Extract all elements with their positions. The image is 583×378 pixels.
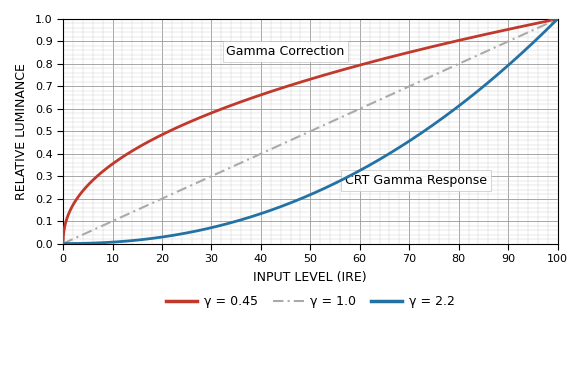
X-axis label: INPUT LEVEL (IRE): INPUT LEVEL (IRE) [254, 271, 367, 284]
Y-axis label: RELATIVE LUMINANCE: RELATIVE LUMINANCE [15, 63, 28, 200]
Text: Gamma Correction: Gamma Correction [226, 45, 345, 58]
Text: CRT Gamma Response: CRT Gamma Response [345, 174, 487, 187]
Legend: γ = 0.45, γ = 1.0, γ = 2.2: γ = 0.45, γ = 1.0, γ = 2.2 [161, 290, 459, 313]
